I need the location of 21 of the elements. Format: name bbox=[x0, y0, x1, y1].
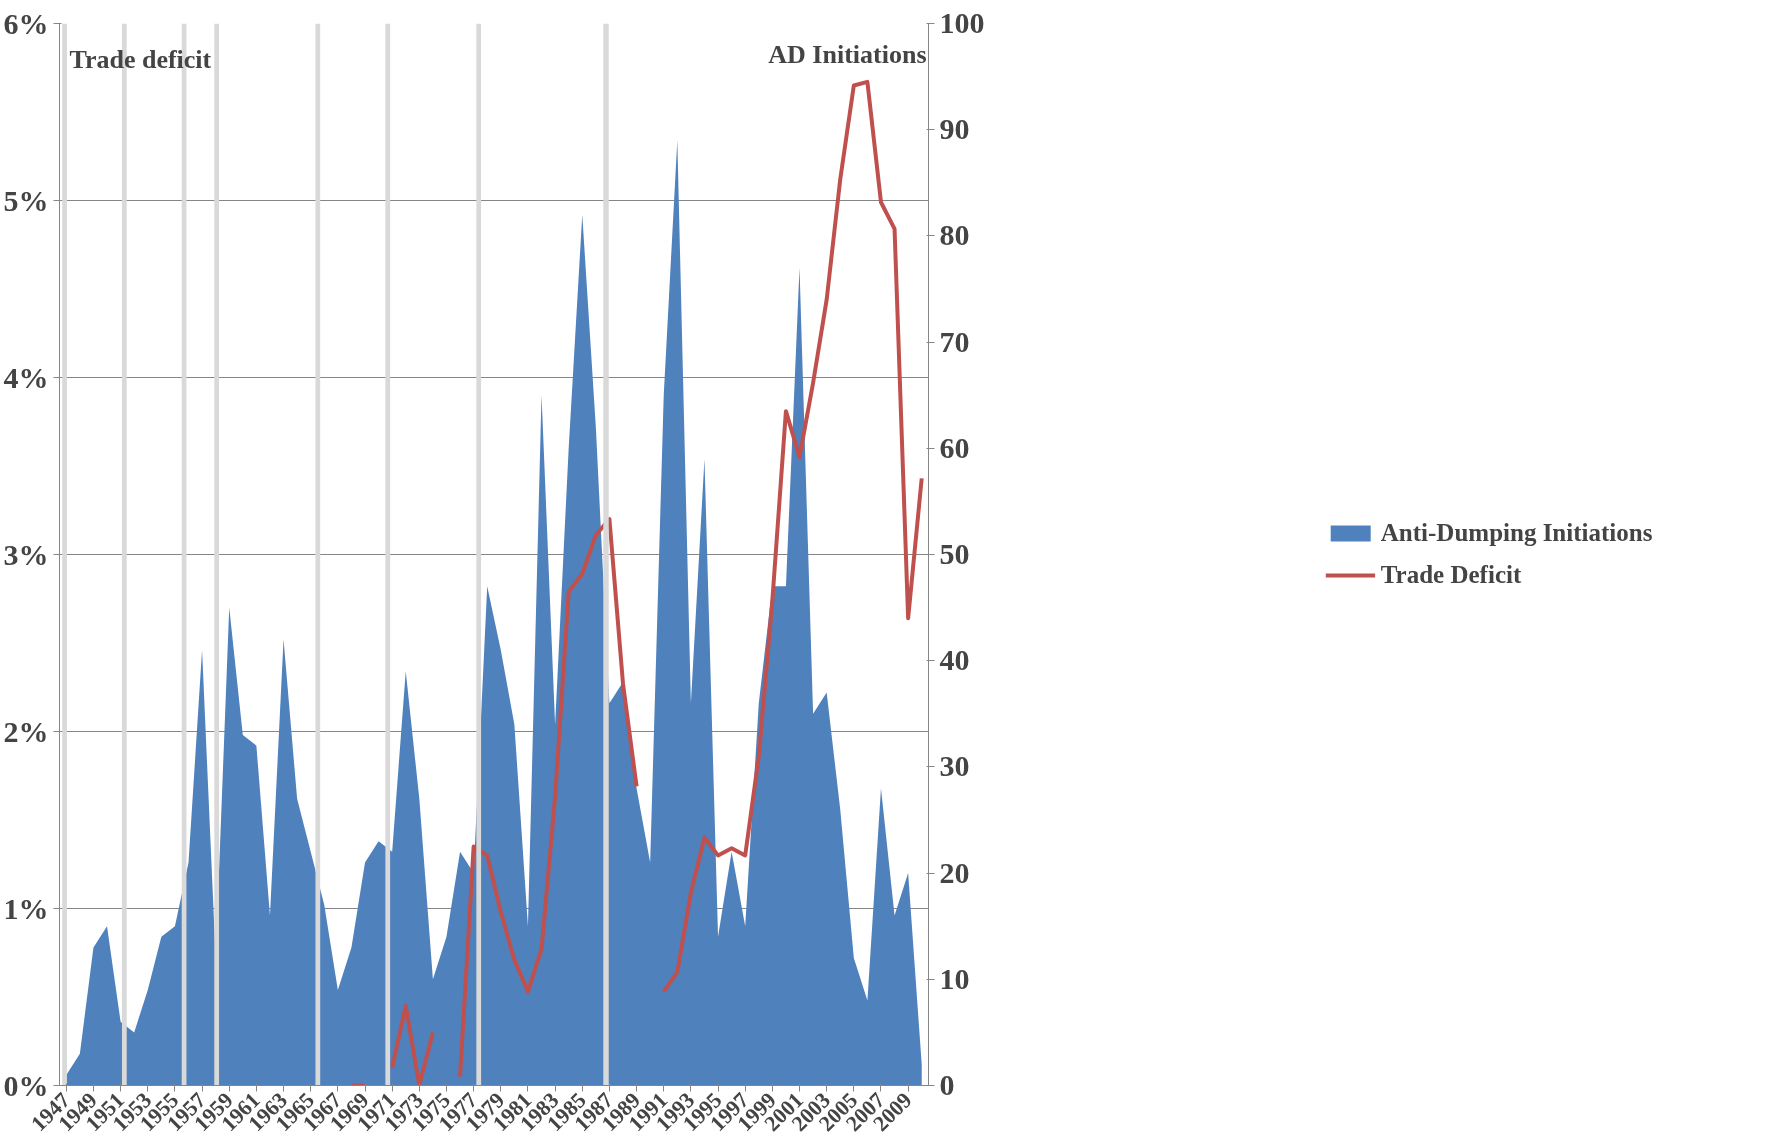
y-tick-label: 5% bbox=[3, 184, 49, 217]
y-tick-label: 1% bbox=[3, 892, 49, 925]
y-tick-label: 6% bbox=[3, 7, 49, 40]
y2-tick-label: 10 bbox=[939, 961, 970, 995]
y2-tick-label: 70 bbox=[939, 324, 970, 358]
y-tick-label: 3% bbox=[3, 538, 49, 571]
y2-tick-label: 80 bbox=[939, 218, 970, 252]
legend-label: Anti-Dumping Initiations bbox=[1380, 519, 1653, 547]
y2-tick-label: 50 bbox=[939, 537, 970, 570]
y2-tick-label: 20 bbox=[939, 855, 970, 889]
y2-tick-label: 90 bbox=[939, 112, 970, 146]
y-axis-title: Trade deficit bbox=[69, 44, 212, 74]
y2-tick-label: 100 bbox=[939, 6, 985, 39]
y2-tick-label: 40 bbox=[939, 643, 970, 677]
y-tick-label: 2% bbox=[3, 715, 49, 748]
y2-tick-label: 30 bbox=[939, 749, 970, 783]
y2-axis-title: AD Initiations bbox=[768, 39, 927, 69]
legend-label: Trade Deficit bbox=[1380, 561, 1522, 589]
y2-tick-label: 0 bbox=[939, 1068, 955, 1101]
y2-tick-label: 60 bbox=[939, 430, 970, 464]
y-tick-label: 4% bbox=[3, 361, 49, 394]
